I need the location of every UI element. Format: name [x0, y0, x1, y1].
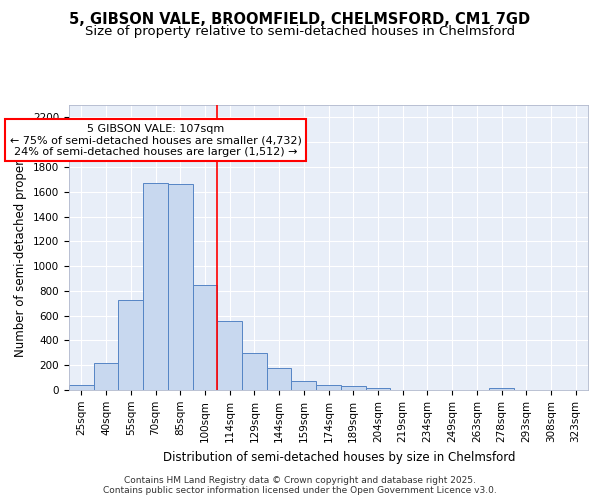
Bar — [193, 284, 217, 390]
Text: Size of property relative to semi-detached houses in Chelmsford: Size of property relative to semi-detach… — [85, 25, 515, 38]
Text: Contains HM Land Registry data © Crown copyright and database right 2025.
Contai: Contains HM Land Registry data © Crown c… — [103, 476, 497, 495]
Bar — [143, 183, 168, 390]
Bar — [341, 386, 365, 390]
Bar — [316, 385, 341, 390]
Text: 5 GIBSON VALE: 107sqm
← 75% of semi-detached houses are smaller (4,732)
24% of s: 5 GIBSON VALE: 107sqm ← 75% of semi-deta… — [10, 124, 301, 157]
Bar — [94, 362, 118, 390]
Text: Distribution of semi-detached houses by size in Chelmsford: Distribution of semi-detached houses by … — [163, 451, 515, 464]
Bar — [69, 385, 94, 390]
Bar — [365, 388, 390, 390]
Bar — [489, 388, 514, 390]
Bar — [242, 353, 267, 390]
Text: 5, GIBSON VALE, BROOMFIELD, CHELMSFORD, CM1 7GD: 5, GIBSON VALE, BROOMFIELD, CHELMSFORD, … — [70, 12, 530, 28]
Bar — [292, 382, 316, 390]
Bar — [217, 320, 242, 390]
Bar — [267, 368, 292, 390]
Bar — [168, 184, 193, 390]
Y-axis label: Number of semi-detached properties: Number of semi-detached properties — [14, 138, 28, 357]
Bar — [118, 300, 143, 390]
